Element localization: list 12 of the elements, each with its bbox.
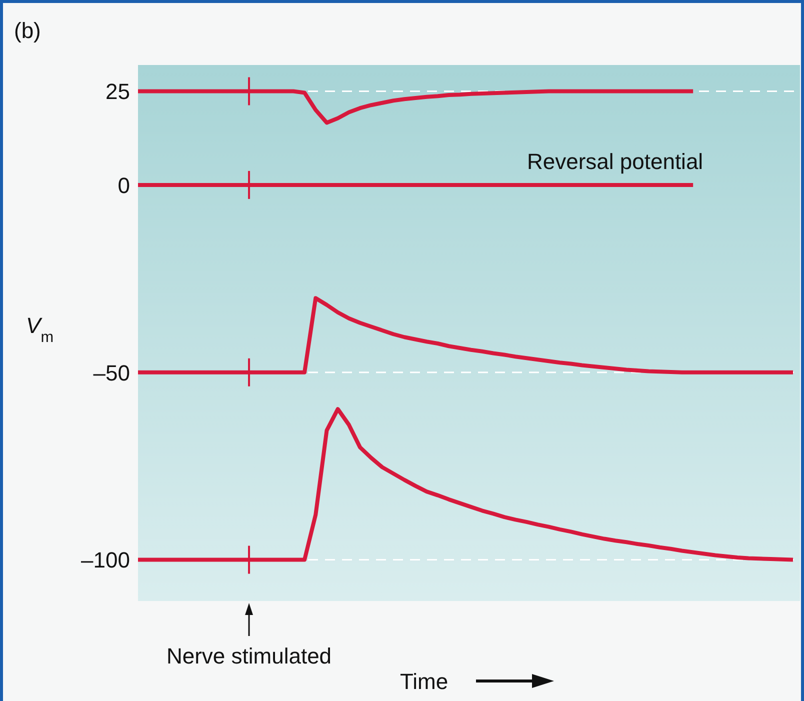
y-tick-label: –100 [81,548,130,573]
x-axis-title: Time [400,669,448,694]
chart-title: (b) [14,18,41,43]
series-label: Reversal potential [526,148,704,174]
y-tick-label: 0 [118,172,130,198]
y-axis-title: V$_{m}$ [26,313,54,346]
line-series [136,296,795,374]
text: Nerve stimulated [166,644,332,669]
y-tick-label: –50 [93,360,130,386]
line-series [136,89,696,125]
y-tick-label: 25 [106,79,130,104]
line-series [136,407,795,562]
